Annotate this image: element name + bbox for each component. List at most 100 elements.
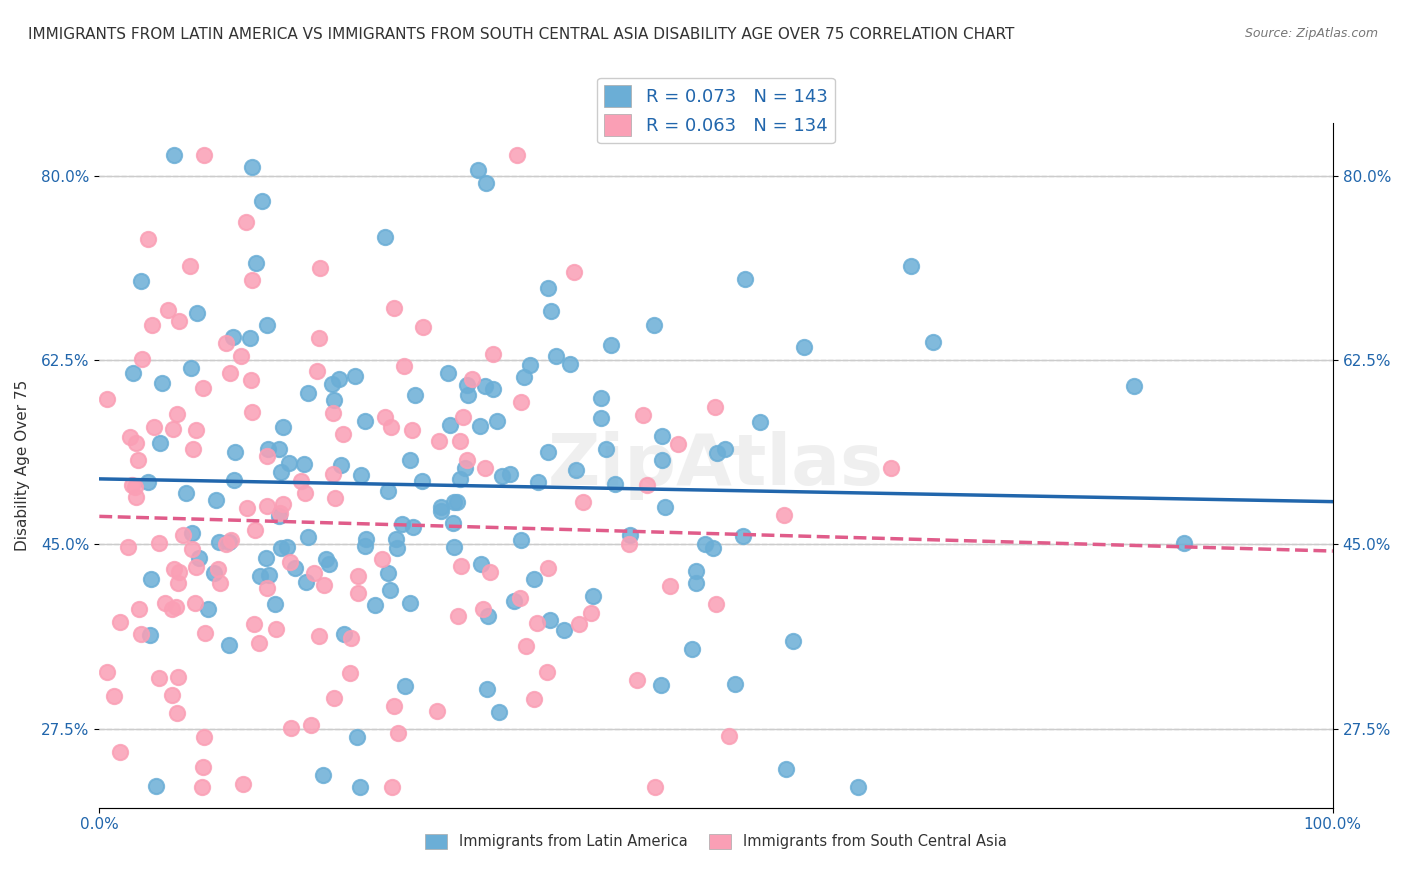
Point	[129, 627, 152, 641]
Point	[328, 372, 350, 386]
Point	[299, 718, 322, 732]
Point	[846, 780, 869, 794]
Point	[456, 453, 478, 467]
Point	[380, 420, 402, 434]
Point	[477, 609, 499, 624]
Point	[380, 583, 402, 598]
Point	[704, 401, 727, 415]
Point	[472, 602, 495, 616]
Point	[240, 161, 263, 175]
Point	[617, 537, 640, 551]
Point	[441, 516, 464, 530]
Point	[184, 423, 207, 437]
Point	[110, 615, 132, 629]
Point	[523, 572, 546, 586]
Point	[579, 606, 602, 620]
Point	[562, 265, 585, 279]
Point	[166, 407, 188, 421]
Point	[309, 261, 332, 276]
Point	[519, 358, 541, 372]
Point	[149, 436, 172, 450]
Point	[235, 215, 257, 229]
Point	[643, 318, 665, 332]
Point	[595, 442, 617, 456]
Point	[239, 331, 262, 345]
Point	[475, 681, 498, 696]
Point	[163, 148, 186, 162]
Point	[108, 745, 131, 759]
Point	[364, 598, 387, 612]
Point	[353, 414, 375, 428]
Point	[513, 370, 536, 384]
Point	[332, 426, 354, 441]
Point	[215, 336, 238, 351]
Point	[267, 509, 290, 524]
Point	[446, 495, 468, 509]
Point	[412, 319, 434, 334]
Point	[243, 523, 266, 537]
Point	[467, 163, 489, 178]
Point	[900, 259, 922, 273]
Point	[162, 422, 184, 436]
Point	[194, 626, 217, 640]
Point	[399, 452, 422, 467]
Point	[191, 760, 214, 774]
Point	[283, 561, 305, 575]
Point	[515, 639, 537, 653]
Point	[180, 361, 202, 376]
Point	[314, 578, 336, 592]
Point	[449, 434, 471, 449]
Point	[148, 535, 170, 549]
Point	[411, 475, 433, 489]
Point	[449, 472, 471, 486]
Point	[120, 430, 142, 444]
Point	[371, 551, 394, 566]
Point	[163, 562, 186, 576]
Point	[142, 419, 165, 434]
Point	[880, 460, 903, 475]
Point	[166, 576, 188, 591]
Point	[145, 779, 167, 793]
Point	[702, 541, 724, 555]
Point	[172, 528, 194, 542]
Point	[138, 475, 160, 489]
Point	[636, 477, 658, 491]
Point	[321, 377, 343, 392]
Point	[302, 566, 325, 581]
Point	[181, 542, 204, 557]
Point	[399, 597, 422, 611]
Point	[242, 617, 264, 632]
Point	[232, 777, 254, 791]
Point	[264, 622, 287, 636]
Point	[280, 555, 302, 569]
Point	[486, 414, 509, 428]
Point	[169, 566, 191, 580]
Point	[600, 337, 623, 351]
Point	[169, 314, 191, 328]
Point	[221, 533, 243, 547]
Point	[270, 465, 292, 479]
Point	[264, 597, 287, 611]
Point	[474, 461, 496, 475]
Point	[219, 367, 242, 381]
Point	[644, 780, 666, 794]
Point	[339, 665, 361, 680]
Point	[391, 516, 413, 531]
Point	[222, 473, 245, 487]
Point	[540, 304, 562, 318]
Point	[526, 475, 548, 489]
Point	[591, 411, 613, 425]
Point	[186, 560, 208, 574]
Point	[392, 359, 415, 373]
Point	[385, 533, 408, 547]
Point	[544, 349, 567, 363]
Point	[150, 376, 173, 391]
Point	[714, 442, 737, 456]
Point	[453, 410, 475, 425]
Point	[184, 596, 207, 610]
Point	[136, 232, 159, 246]
Point	[565, 462, 588, 476]
Point	[332, 627, 354, 641]
Point	[450, 558, 472, 573]
Point	[276, 540, 298, 554]
